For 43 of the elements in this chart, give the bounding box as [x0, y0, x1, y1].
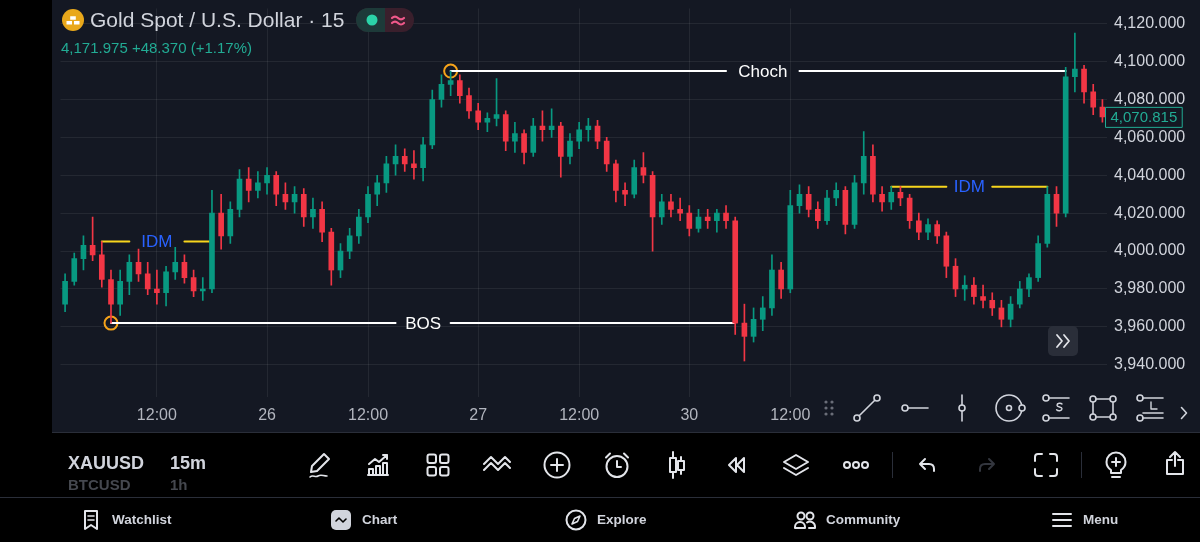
y-tick-label: 4,040.000 — [1114, 165, 1186, 183]
y-tick-label: 3,960.000 — [1114, 317, 1186, 335]
text: Explore — [597, 511, 647, 529]
y-tick-label: 4,080.000 — [1114, 89, 1186, 107]
text: Chart — [362, 511, 398, 529]
chart-title: Gold Spot / U.S. Dollar · 15 — [90, 7, 345, 33]
candlestick — [154, 269, 160, 305]
text: 4,070.815 — [1110, 108, 1178, 126]
candlestick — [622, 182, 628, 206]
candlestick — [704, 209, 711, 229]
x-tick-label: 30 — [680, 406, 699, 424]
text: 4,171.975 +48.370 (+1.17%) — [61, 39, 252, 57]
y-tick-label: 3,980.000 — [1114, 279, 1186, 297]
candlestick — [980, 284, 986, 309]
series-label: Choch — [738, 61, 788, 81]
candlestick — [310, 197, 316, 229]
y-tick-label: 4,060.000 — [1114, 127, 1186, 145]
y-tick-label: 4,100.000 — [1114, 51, 1186, 69]
text: Community — [826, 511, 901, 529]
y-tick-label: 4,000.000 — [1114, 241, 1186, 259]
x-tick-label: 12:00 — [770, 406, 811, 424]
series-label: IDM — [141, 232, 173, 252]
y-tick-label: 4,020.000 — [1114, 203, 1186, 221]
x-tick-label: 26 — [258, 406, 277, 424]
candlestick — [1072, 32, 1078, 93]
text: BTCUSD — [68, 476, 131, 494]
text: XAUUSD — [68, 453, 145, 475]
y-tick-label: 4,120.000 — [1114, 14, 1186, 32]
x-tick-label: 12:00 — [348, 406, 389, 424]
x-tick-label: 27 — [469, 406, 488, 424]
text: 1h — [170, 476, 188, 494]
text: Menu — [1083, 511, 1119, 529]
series-label: IDM — [953, 177, 985, 197]
series-label: BOS — [405, 313, 442, 333]
y-tick-label: 3,940.000 — [1114, 355, 1186, 373]
x-tick-label: 12:00 — [136, 406, 178, 424]
text: Watchlist — [112, 511, 172, 529]
x-tick-label: 12:00 — [559, 406, 600, 424]
candlestick — [411, 150, 417, 180]
candlestick — [961, 275, 968, 301]
candlestick — [512, 121, 518, 153]
candlestick — [677, 197, 683, 222]
text: 15m — [170, 453, 207, 475]
